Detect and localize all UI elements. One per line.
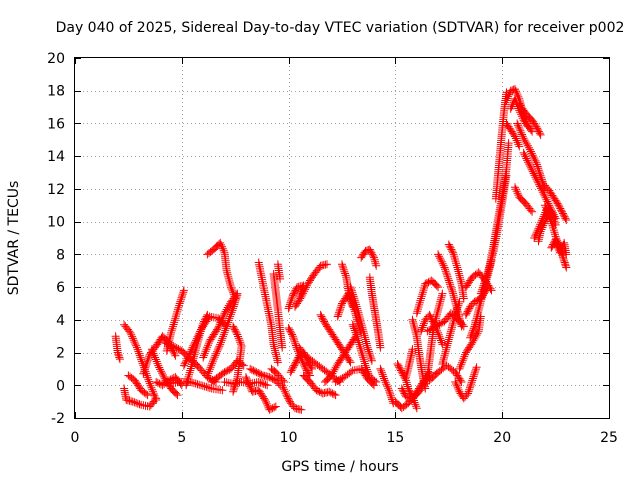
- y-tick-label: 8: [56, 247, 65, 263]
- data-point-track: [316, 310, 355, 367]
- data-point-track: [291, 260, 331, 311]
- data-point-track: [357, 245, 381, 270]
- y-tick-label: 18: [47, 84, 65, 100]
- y-tick-label: 20: [47, 51, 65, 67]
- data-point-track: [451, 363, 481, 403]
- data-point-track: [203, 291, 242, 380]
- data-point-track: [434, 250, 466, 331]
- x-tick-label: 0: [71, 430, 80, 446]
- data-point-track: [547, 235, 571, 259]
- data-point-track: [254, 258, 282, 367]
- data-point-track: [273, 260, 285, 283]
- data-point-track: [246, 364, 285, 390]
- y-tick-label: 6: [56, 280, 65, 296]
- y-tick-label: -2: [51, 411, 65, 427]
- x-tick-label: 15: [386, 430, 404, 446]
- data-point-track: [365, 273, 385, 352]
- data-point-track: [513, 119, 549, 193]
- data-point-track: [402, 345, 417, 382]
- data-point-track: [423, 289, 447, 380]
- data-point-track: [278, 381, 306, 414]
- x-tick-label: 20: [493, 430, 511, 446]
- data-point-track: [284, 324, 314, 380]
- y-tick-label: 12: [47, 182, 65, 198]
- y-tick-label: 4: [56, 313, 65, 329]
- data-point-track: [111, 332, 124, 364]
- y-tick-label: 2: [56, 346, 65, 362]
- chart-title: Day 040 of 2025, Sidereal Day-to-day VTE…: [56, 20, 625, 36]
- data-point-track: [491, 88, 511, 203]
- data-point-track: [299, 371, 340, 400]
- x-axis-label: GPS time / hours: [281, 459, 398, 475]
- data-point-track: [269, 270, 287, 352]
- y-tick-label: 14: [47, 149, 65, 165]
- data-point-track: [412, 276, 443, 318]
- data-point-track: [502, 119, 524, 151]
- data-point-track: [267, 364, 289, 386]
- data-point-track: [320, 330, 361, 386]
- data-point-track: [515, 99, 545, 139]
- axes: 0 5 10 15 20 25 -2 0 2 4 6 8 10 12 14 16 18 20: [47, 51, 618, 446]
- y-axis-label: SDTVAR / TECUs: [6, 181, 22, 296]
- data-point-track: [348, 320, 381, 386]
- data-point-track: [376, 364, 398, 408]
- data-point-track: [124, 371, 152, 400]
- data-point-track: [241, 373, 280, 414]
- data-point-track: [120, 384, 161, 411]
- data-point-track: [346, 283, 376, 365]
- data-point-track: [229, 322, 246, 396]
- data-point-track: [444, 240, 468, 303]
- x-tick-label: 5: [177, 430, 186, 446]
- x-tick-label: 10: [280, 430, 298, 446]
- data-point-track: [485, 139, 513, 272]
- x-tick-label: 25: [600, 430, 618, 446]
- data-point-track: [511, 183, 537, 216]
- y-tick-label: 16: [47, 116, 65, 132]
- data-point-track: [425, 361, 466, 386]
- data-point-track: [506, 94, 532, 131]
- data-marks: [111, 85, 571, 414]
- data-point-track: [408, 315, 430, 393]
- y-tick-label: 10: [47, 215, 65, 231]
- plot-frame: [74, 57, 610, 419]
- data-point-track: [203, 238, 240, 303]
- data-point-track: [540, 181, 571, 224]
- data-point-track: [455, 312, 485, 373]
- y-tick-label: 0: [56, 378, 65, 394]
